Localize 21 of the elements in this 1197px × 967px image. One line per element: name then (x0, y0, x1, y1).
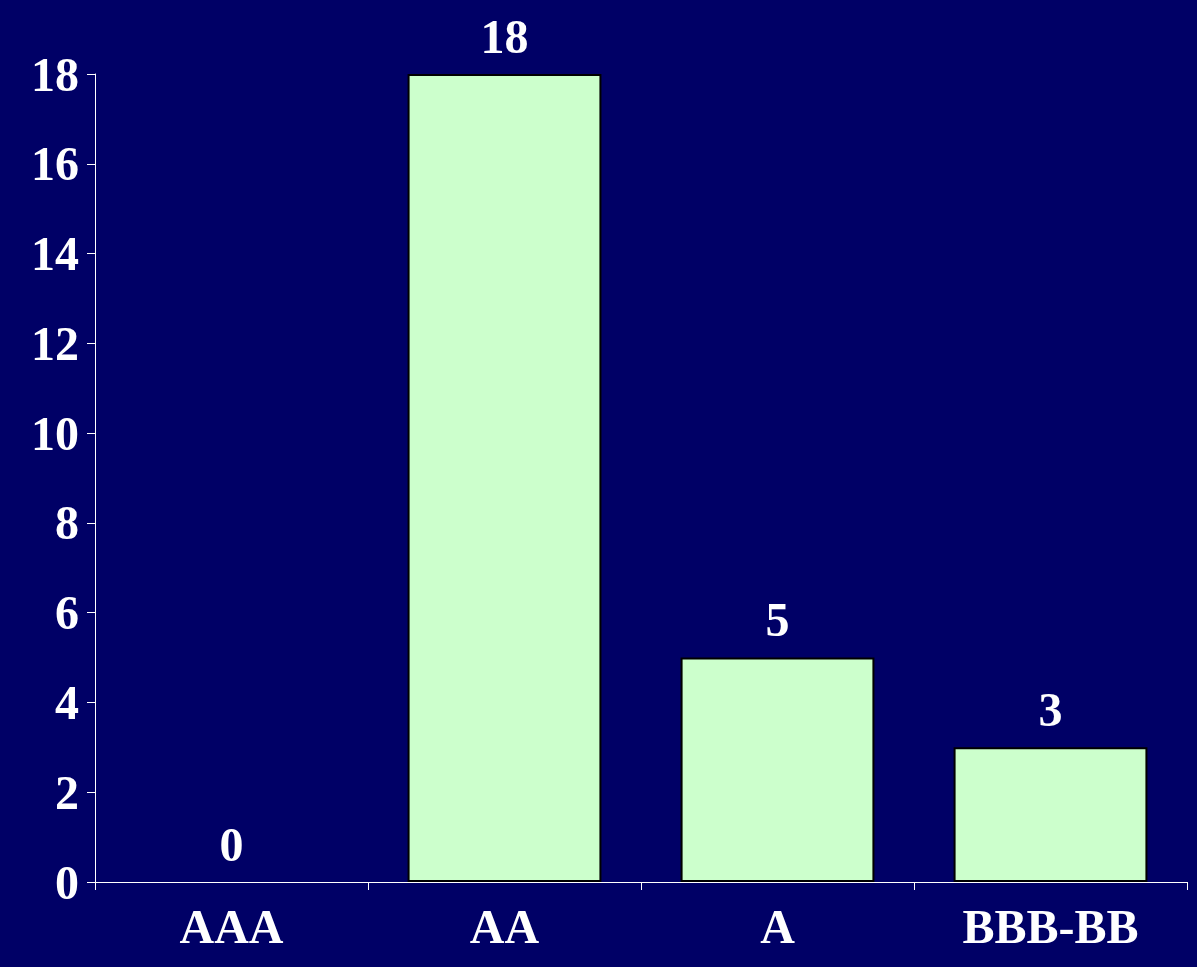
data-label: 0 (219, 817, 244, 871)
x-tick-label: AA (469, 899, 540, 953)
bar (680, 657, 875, 882)
y-tick-label: 4 (55, 675, 79, 729)
y-tick-label: 2 (55, 765, 79, 819)
bar (953, 747, 1148, 882)
x-tick-label: BBB-BB (962, 899, 1139, 953)
data-label: 3 (1038, 682, 1063, 736)
y-tick-label: 18 (31, 47, 79, 101)
y-tick-label: 8 (55, 496, 79, 550)
x-tick-label: AAA (179, 899, 284, 953)
data-label: 5 (765, 593, 790, 647)
y-tick-label: 0 (55, 855, 79, 909)
y-tick-label: 12 (31, 316, 79, 370)
y-tick-label: 10 (31, 406, 79, 460)
y-tick-label: 16 (31, 137, 79, 191)
bar (407, 74, 602, 882)
y-tick-label: 14 (31, 227, 79, 281)
x-tick-label: A (760, 899, 796, 953)
data-label: 18 (480, 9, 529, 63)
y-tick-label: 6 (55, 586, 79, 640)
